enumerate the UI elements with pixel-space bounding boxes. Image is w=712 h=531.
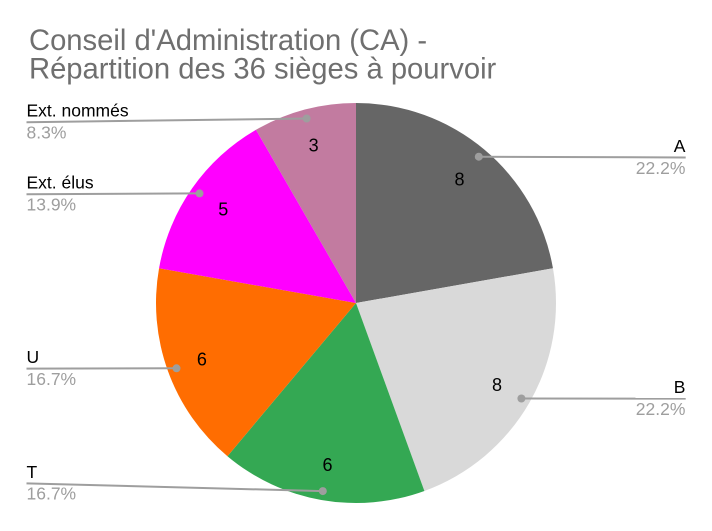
svg-text:3: 3 [309, 135, 319, 155]
svg-text:U: U [27, 347, 40, 367]
svg-text:8.3%: 8.3% [27, 123, 67, 143]
svg-text:22.2%: 22.2% [636, 399, 686, 419]
svg-text:13.9%: 13.9% [27, 195, 77, 215]
svg-text:5: 5 [218, 200, 228, 220]
svg-text:22.2%: 22.2% [636, 158, 686, 178]
svg-text:Ext. élus: Ext. élus [27, 173, 94, 193]
svg-text:6: 6 [322, 455, 332, 475]
svg-text:Conseil d'Administration (CA): Conseil d'Administration (CA) - [29, 25, 427, 57]
svg-text:8: 8 [492, 375, 502, 395]
svg-text:6: 6 [197, 350, 207, 370]
svg-text:16.7%: 16.7% [27, 369, 77, 389]
svg-text:T: T [27, 462, 38, 482]
svg-text:Ext. nommés: Ext. nommés [27, 101, 129, 121]
svg-text:A: A [674, 136, 686, 156]
svg-text:B: B [674, 377, 686, 397]
svg-text:16.7%: 16.7% [27, 484, 77, 504]
svg-text:Répartition des 36 sièges à po: Répartition des 36 sièges à pourvoir [29, 54, 497, 86]
svg-text:8: 8 [454, 170, 464, 190]
